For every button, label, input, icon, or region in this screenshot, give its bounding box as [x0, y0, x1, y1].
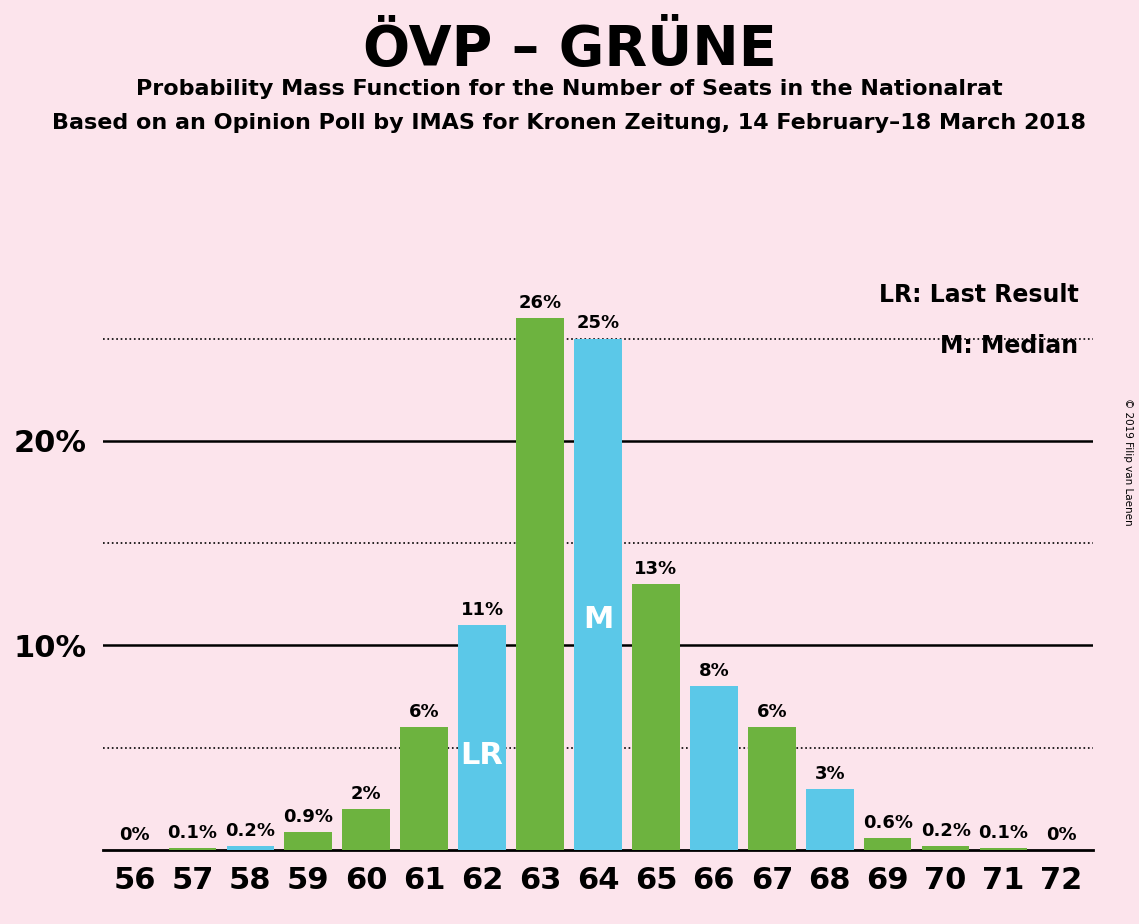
- Bar: [169, 848, 216, 850]
- Text: 0.6%: 0.6%: [862, 814, 912, 832]
- Text: 13%: 13%: [634, 560, 678, 578]
- Bar: [865, 838, 911, 850]
- Bar: [458, 625, 506, 850]
- Text: 11%: 11%: [460, 601, 503, 619]
- Bar: [227, 846, 274, 850]
- Bar: [401, 727, 448, 850]
- Bar: [748, 727, 795, 850]
- Text: 0.1%: 0.1%: [978, 824, 1029, 842]
- Text: 3%: 3%: [814, 764, 845, 783]
- Bar: [343, 809, 390, 850]
- Text: 0.2%: 0.2%: [226, 821, 276, 840]
- Text: 6%: 6%: [409, 703, 440, 721]
- Text: 0.1%: 0.1%: [167, 824, 218, 842]
- Bar: [516, 318, 564, 850]
- Text: 0%: 0%: [120, 826, 149, 844]
- Bar: [285, 832, 331, 850]
- Text: 26%: 26%: [518, 294, 562, 312]
- Text: Based on an Opinion Poll by IMAS for Kronen Zeitung, 14 February–18 March 2018: Based on an Opinion Poll by IMAS for Kro…: [52, 113, 1087, 133]
- Text: 25%: 25%: [576, 314, 620, 333]
- Text: 0%: 0%: [1047, 826, 1076, 844]
- Text: LR: LR: [460, 741, 503, 770]
- Bar: [980, 848, 1027, 850]
- Text: 0.9%: 0.9%: [284, 808, 334, 825]
- Text: M: M: [583, 605, 613, 635]
- Text: 6%: 6%: [756, 703, 787, 721]
- Text: M: Median: M: Median: [941, 334, 1079, 359]
- Text: Probability Mass Function for the Number of Seats in the Nationalrat: Probability Mass Function for the Number…: [137, 79, 1002, 99]
- Text: LR: Last Result: LR: Last Result: [879, 283, 1079, 307]
- Bar: [806, 789, 853, 850]
- Text: ÖVP – GRÜNE: ÖVP – GRÜNE: [362, 23, 777, 77]
- Text: © 2019 Filip van Laenen: © 2019 Filip van Laenen: [1123, 398, 1133, 526]
- Text: 0.2%: 0.2%: [920, 821, 970, 840]
- Text: 2%: 2%: [351, 785, 382, 803]
- Bar: [574, 338, 622, 850]
- Bar: [690, 687, 738, 850]
- Bar: [632, 584, 680, 850]
- Bar: [921, 846, 969, 850]
- Text: 8%: 8%: [698, 663, 729, 680]
